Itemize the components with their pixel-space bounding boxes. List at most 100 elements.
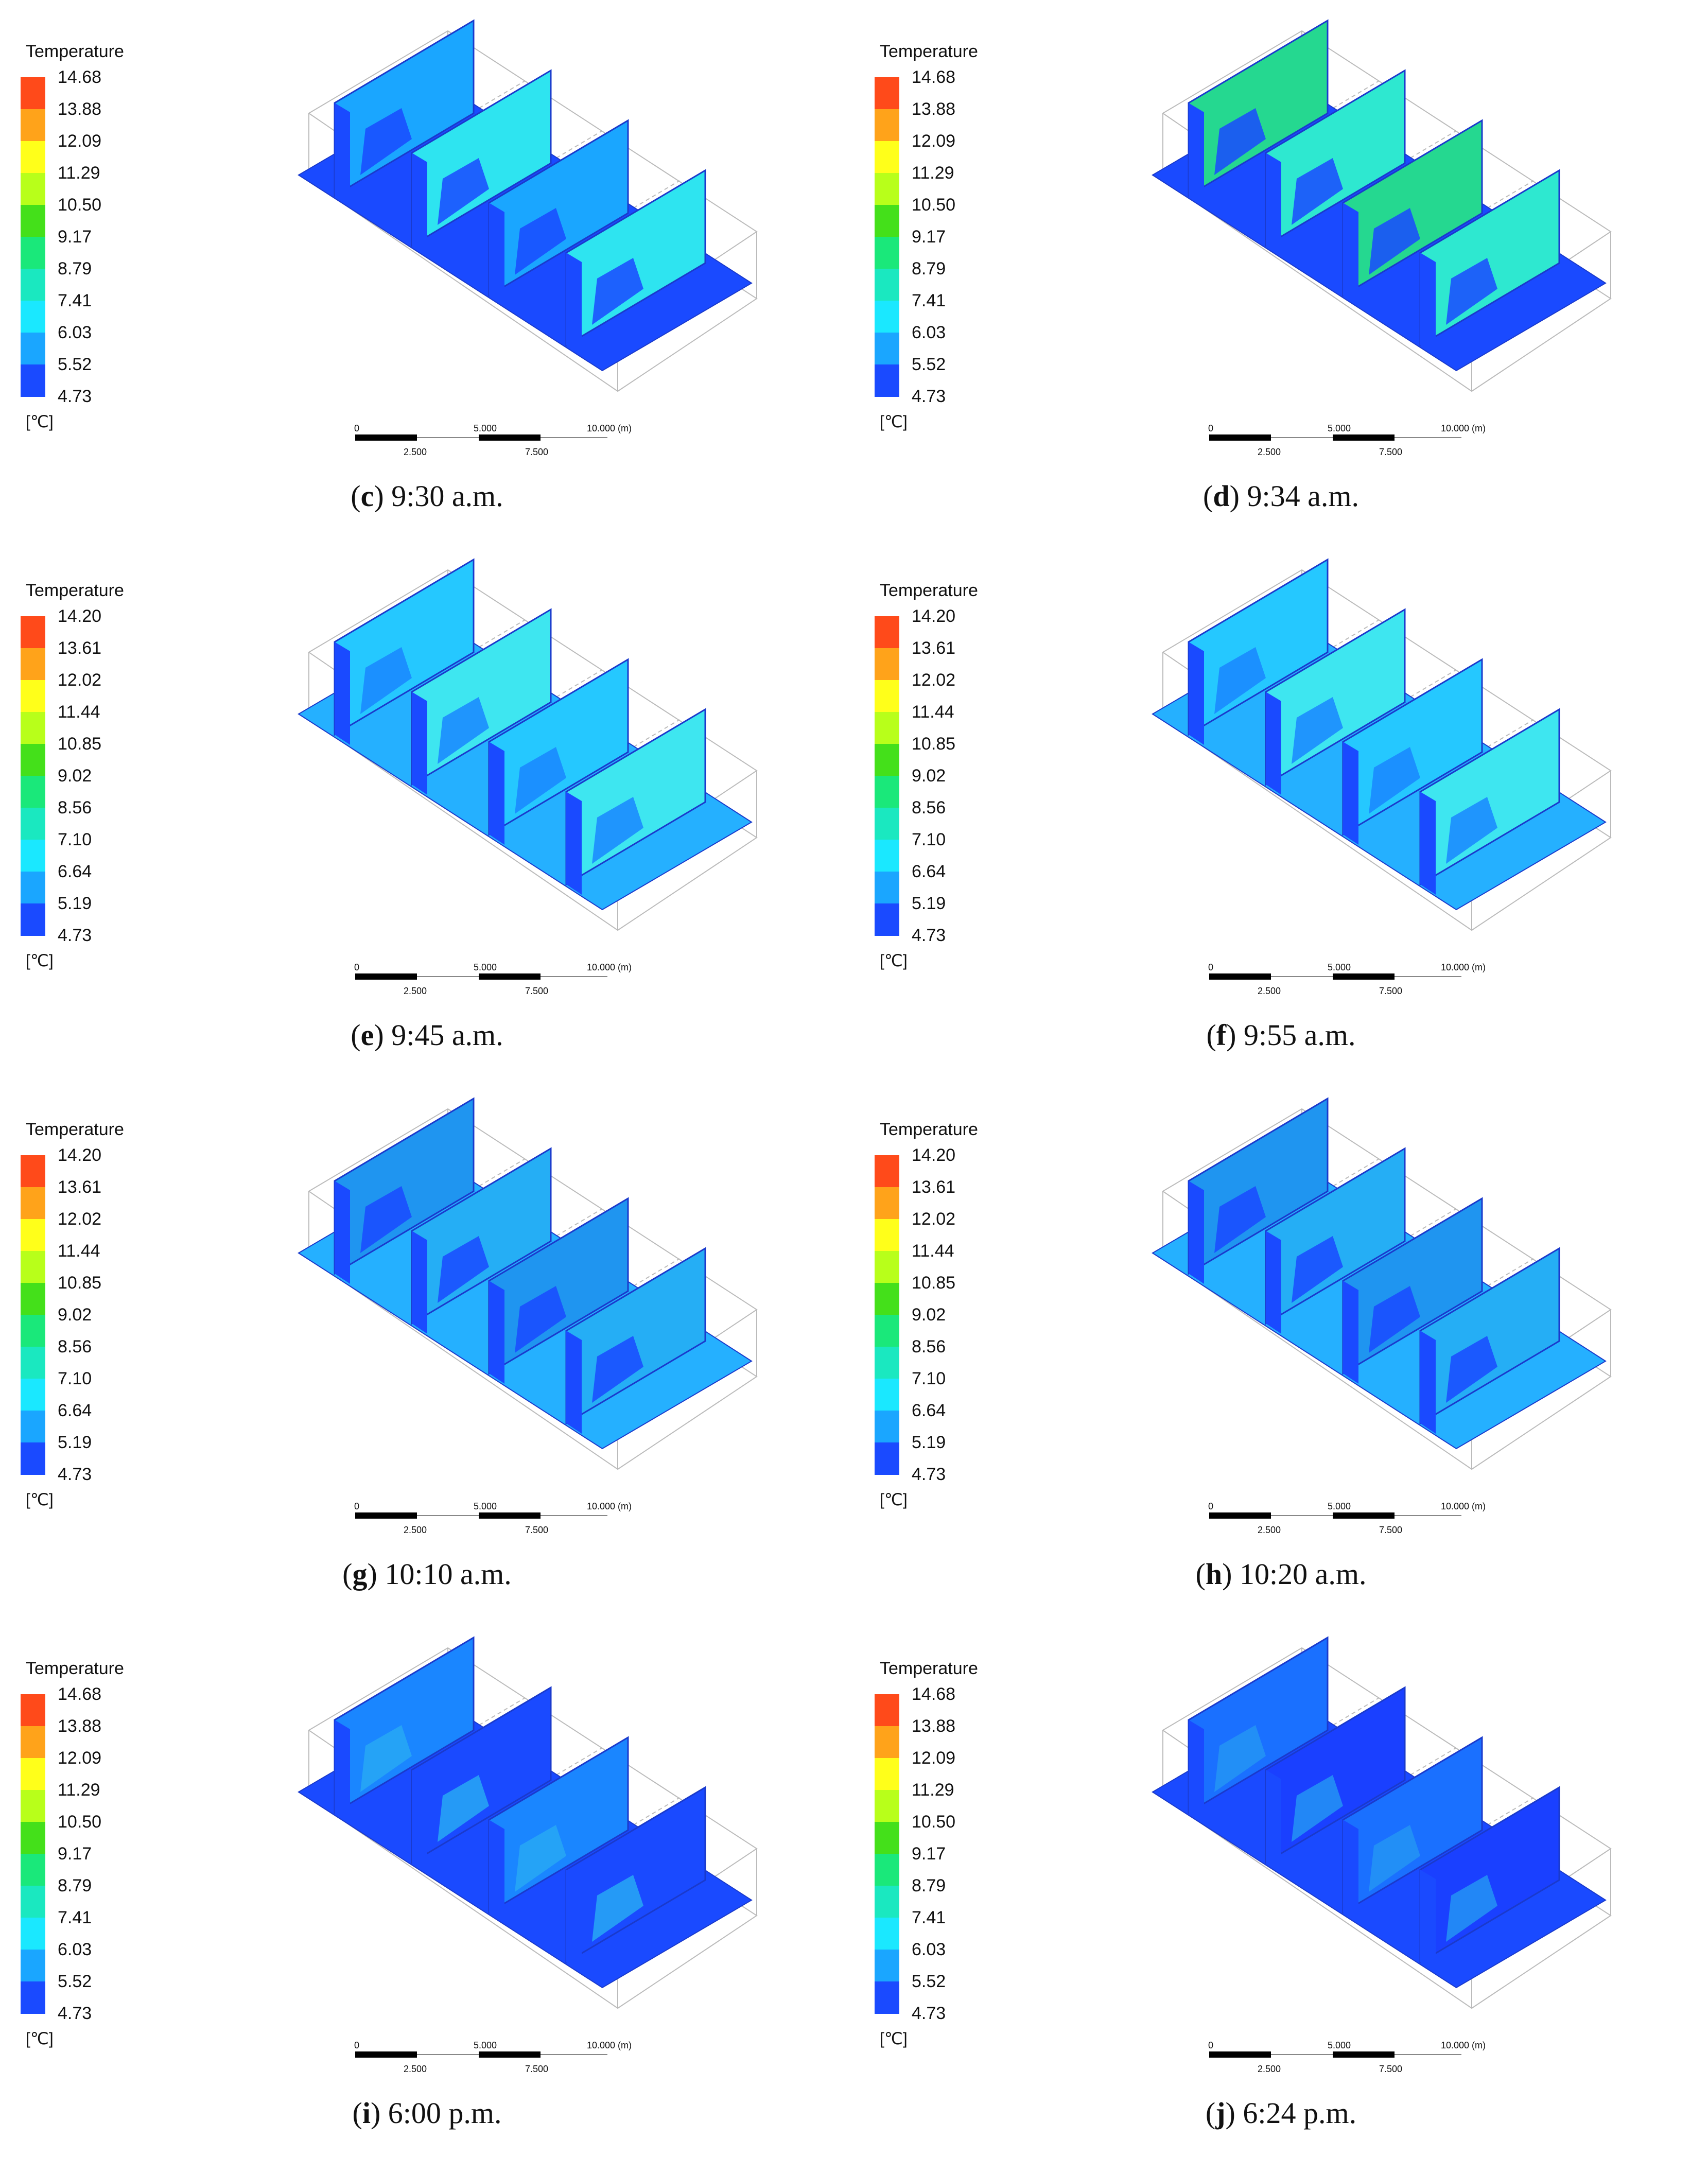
legend-tick-label: 10.85: [912, 1273, 956, 1293]
scale-bar-graphic: [1209, 434, 1461, 441]
legend-tick-label: 14.68: [912, 1684, 956, 1704]
color-bar-segment: [875, 1758, 899, 1790]
legend-tick-label: 5.52: [58, 1972, 92, 1991]
model-temperature-patch: [515, 1825, 566, 1892]
scale-bar-label: 7.500: [525, 447, 549, 457]
scale-bar-label: 2.500: [404, 1525, 427, 1535]
legend-tick-label: 6.64: [912, 862, 946, 881]
scale-bar-graphic: [355, 973, 607, 980]
color-bar-segment: [875, 1726, 899, 1759]
legend-tick-label: 14.20: [58, 1145, 102, 1165]
color-bar-segment: [21, 1726, 45, 1759]
legend-tick-label: 11.29: [58, 1780, 100, 1800]
color-bar-segment: [21, 1854, 45, 1886]
scale-bar-label: 7.500: [1379, 447, 1403, 457]
scale-bar-label: (m): [618, 2040, 632, 2050]
model-temperature-patch: [592, 1336, 643, 1403]
legend-tick-label: 9.02: [58, 766, 92, 786]
scale-bar-graphic: [1209, 2051, 1461, 2058]
color-bar-segment: [21, 648, 45, 681]
scale-bar-label: 0: [1208, 2040, 1214, 2050]
panel-letter: f: [1216, 1018, 1227, 1052]
model-wall-edge: [335, 103, 350, 206]
color-bar-segment: [21, 1219, 45, 1251]
color-bar-segment: [21, 1155, 45, 1188]
color-bar-segment: [21, 173, 45, 205]
color-bar-segment: [21, 364, 45, 397]
color-bar-segment: [21, 1981, 45, 2014]
legend-tick-label: 5.52: [912, 355, 946, 374]
legend-tick-label: 4.73: [912, 926, 946, 945]
scale-bar-label: 2.500: [1258, 1525, 1281, 1535]
scale-bar-label: (m): [1472, 2040, 1486, 2050]
scale-bar-label: 5.000: [1328, 962, 1351, 972]
color-bar: [875, 616, 899, 936]
legend-tick-label: 7.41: [58, 1908, 92, 1927]
scale-bar-graphic: [355, 1512, 607, 1519]
model-wall-edge: [1420, 253, 1436, 356]
scale-bar-label: (m): [618, 962, 632, 972]
legend-tick-label: 10.50: [58, 195, 102, 215]
legend-tick-label: 11.29: [58, 163, 100, 183]
legend-tick-label: 4.73: [912, 2004, 946, 2023]
scale-bar: 0 2.500 5.000 7.500 10.000 (m): [350, 962, 638, 998]
building-temperature-model: [298, 1636, 758, 2009]
scale-bar-label: 2.500: [404, 447, 427, 457]
panel-letter: d: [1213, 479, 1230, 513]
scale-bar-label: 5.000: [474, 2040, 497, 2050]
color-bar-segment: [21, 903, 45, 936]
model-temperature-patch: [1369, 1825, 1420, 1892]
color-bar-segment: [875, 1347, 899, 1379]
legend-tick-label: 11.44: [58, 702, 100, 722]
color-bar-segment: [875, 648, 899, 681]
legend-title: Temperature: [26, 42, 124, 61]
color-bar-segment: [875, 1442, 899, 1475]
scale-bar: 0 2.500 5.000 7.500 10.000 (m): [1204, 962, 1492, 998]
legend-tick-label: 10.50: [58, 1812, 102, 1832]
scale-bar-label: 7.500: [1379, 2064, 1403, 2074]
model-wall-edge: [412, 1231, 427, 1334]
scale-bar-label: 0: [1208, 1501, 1214, 1511]
color-bar: [21, 1694, 45, 2014]
panel-time: 9:30 a.m.: [391, 479, 503, 513]
legend-tick-label: 11.29: [912, 1780, 954, 1800]
legend-tick-label: 8.56: [912, 798, 946, 817]
model-wall-edge: [1189, 642, 1204, 745]
color-bar-segment: [21, 1283, 45, 1315]
color-bar-segment: [875, 173, 899, 205]
legend-tick-label: 10.50: [912, 1812, 956, 1832]
model-temperature-patch: [360, 647, 412, 714]
color-bar-segment: [21, 109, 45, 142]
legend-tick-label: 13.61: [58, 638, 102, 658]
scale-bar-graphic: [355, 434, 607, 441]
color-bar-segment: [875, 776, 899, 808]
color-bar-segment: [875, 1790, 899, 1822]
legend-tick-label: 7.10: [912, 1369, 946, 1388]
color-bar-segment: [875, 1981, 899, 2014]
legend-tick-label: 12.09: [912, 1748, 956, 1768]
legend-tick-label: 4.73: [58, 387, 92, 406]
legend-tick-label: 7.10: [912, 830, 946, 849]
color-bar-segment: [21, 1918, 45, 1950]
color-bar-segment: [21, 872, 45, 904]
color-bar-segment: [875, 205, 899, 237]
model-temperature-patch: [1214, 1186, 1266, 1253]
legend-tick-label: 6.03: [912, 323, 946, 342]
legend-tick-label: 11.29: [912, 163, 954, 183]
scale-bar-label: 5.000: [1328, 423, 1351, 433]
scale-bar-label: 10.000: [1441, 962, 1470, 972]
legend-tick-label: 8.56: [912, 1337, 946, 1356]
legend-tick-label: 5.19: [912, 894, 946, 913]
color-bar-segment: [875, 903, 899, 936]
scale-bar-label: 10.000: [587, 1501, 616, 1511]
legend-tick-label: 11.44: [912, 1241, 954, 1261]
model-wall-edge: [1266, 1231, 1281, 1334]
color-bar-segment: [875, 616, 899, 649]
legend-tick-label: 7.41: [912, 1908, 946, 1927]
panel-letter: h: [1205, 1557, 1223, 1591]
color-bar-segment: [875, 872, 899, 904]
color-bar-segment: [875, 333, 899, 365]
model-temperature-patch: [1446, 1336, 1497, 1403]
legend-tick-label: 13.61: [58, 1177, 102, 1197]
color-bar-segment: [875, 237, 899, 269]
